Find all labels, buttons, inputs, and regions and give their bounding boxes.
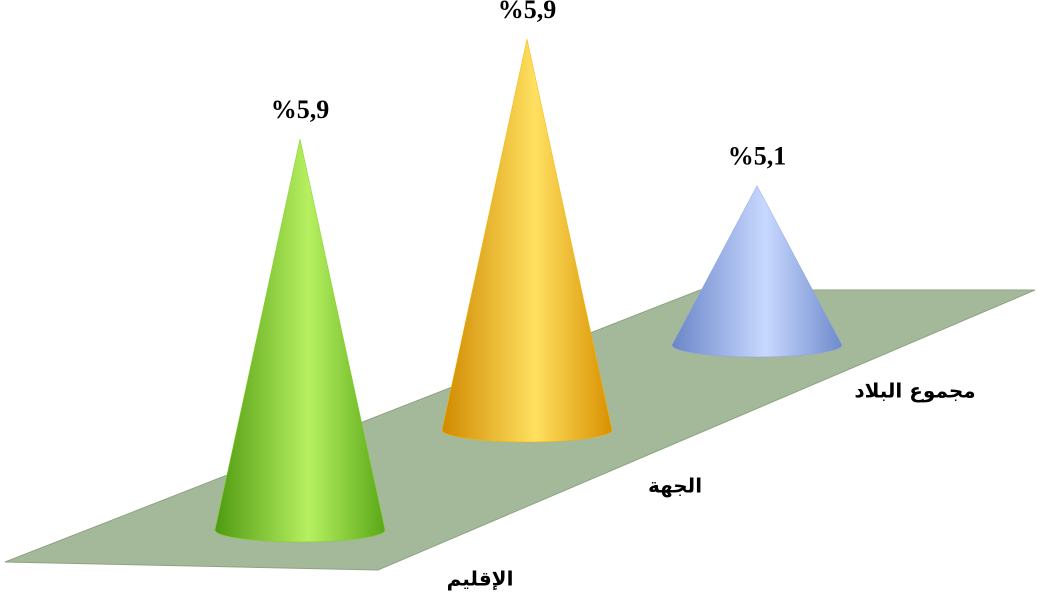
value-label: %5,9 [498,0,557,24]
cone [671,185,843,358]
category-label: الجهة [648,474,702,498]
cone [214,138,386,543]
cone [441,38,613,443]
value-label: %5,9 [271,95,330,124]
value-label: %5,1 [728,142,787,171]
category-label: مجموع البلاد [854,379,975,403]
category-label: الإقليم [447,567,514,591]
